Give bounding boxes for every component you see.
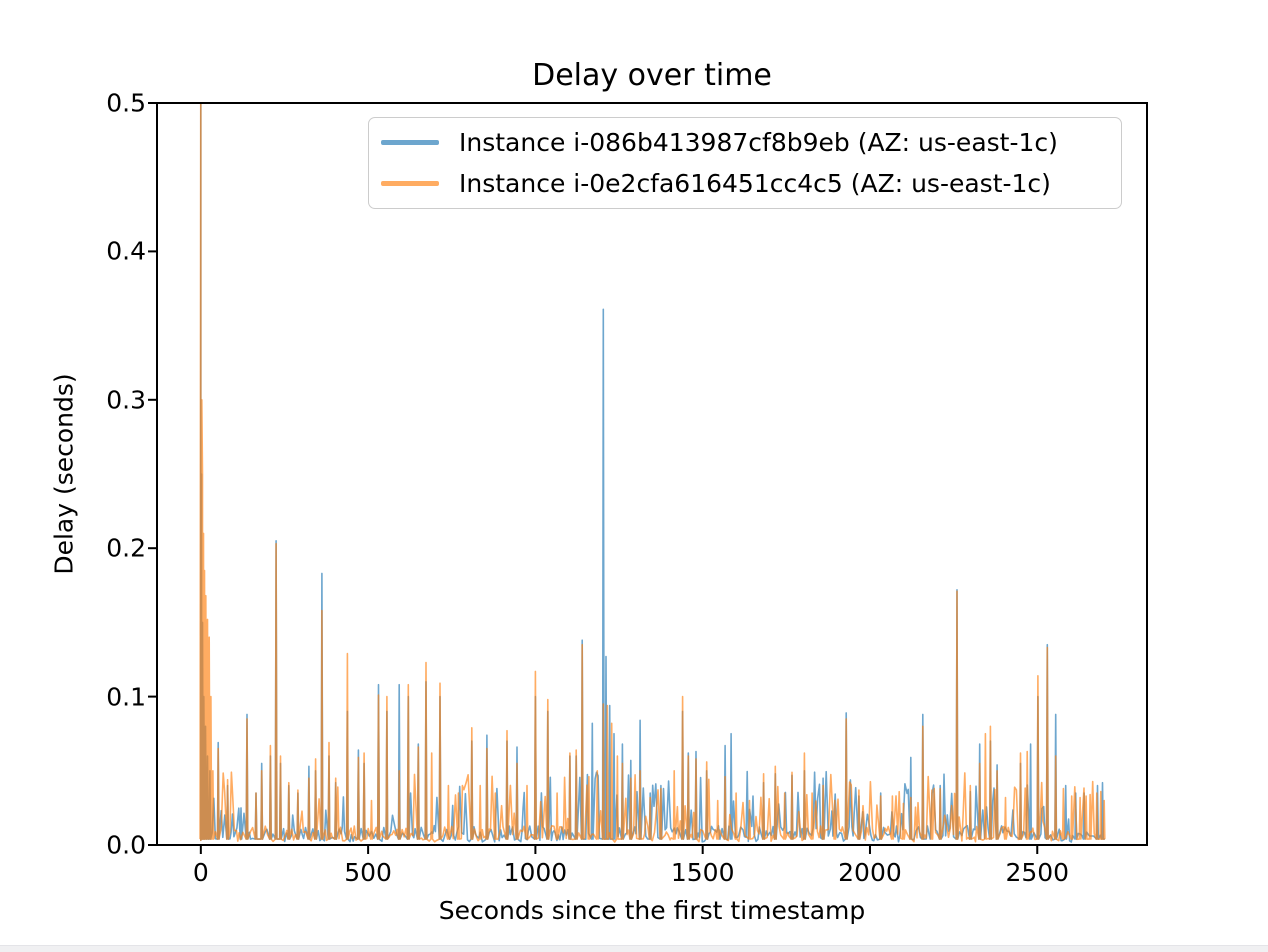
- y-axis-label: Delay (seconds): [49, 373, 79, 575]
- window-bottom-strip: [0, 945, 1268, 952]
- y-tick-label: 0.2: [106, 533, 146, 563]
- y-tick-label: 0.4: [106, 236, 146, 266]
- legend-label: Instance i-086b413987cf8b9eb (AZ: us-eas…: [459, 128, 1058, 157]
- x-tick-label: 0: [192, 858, 209, 887]
- x-tick-label: 1000: [503, 858, 568, 887]
- series-line-1: [199, 103, 1106, 843]
- y-tick-label: 0.1: [106, 682, 146, 712]
- y-tick-label: 0.5: [106, 88, 146, 118]
- x-axis-label: Seconds since the first timestamp: [438, 896, 866, 925]
- chart-title: Delay over time: [532, 58, 772, 93]
- legend-line-swatch-blue: [381, 140, 439, 145]
- data-series-group: [199, 103, 1106, 843]
- y-tick-label: 0.0: [106, 830, 146, 860]
- legend-line-swatch-orange: [381, 181, 439, 186]
- x-tick-label: 2000: [838, 858, 902, 887]
- y-tick-label: 0.3: [106, 385, 146, 415]
- legend-entry-instance-2: Instance i-0e2cfa616451cc4c5 (AZ: us-eas…: [369, 163, 1121, 204]
- legend-entry-instance-1: Instance i-086b413987cf8b9eb (AZ: us-eas…: [369, 122, 1121, 163]
- axis-ticks: [148, 102, 1039, 854]
- x-tick-label: 1500: [670, 858, 735, 887]
- x-tick-label: 2500: [1005, 858, 1070, 887]
- legend-label: Instance i-0e2cfa616451cc4c5 (AZ: us-eas…: [459, 169, 1051, 198]
- x-tick-label: 500: [344, 858, 392, 887]
- axes-spines: [156, 102, 1148, 846]
- legend: Instance i-086b413987cf8b9eb (AZ: us-eas…: [368, 117, 1122, 209]
